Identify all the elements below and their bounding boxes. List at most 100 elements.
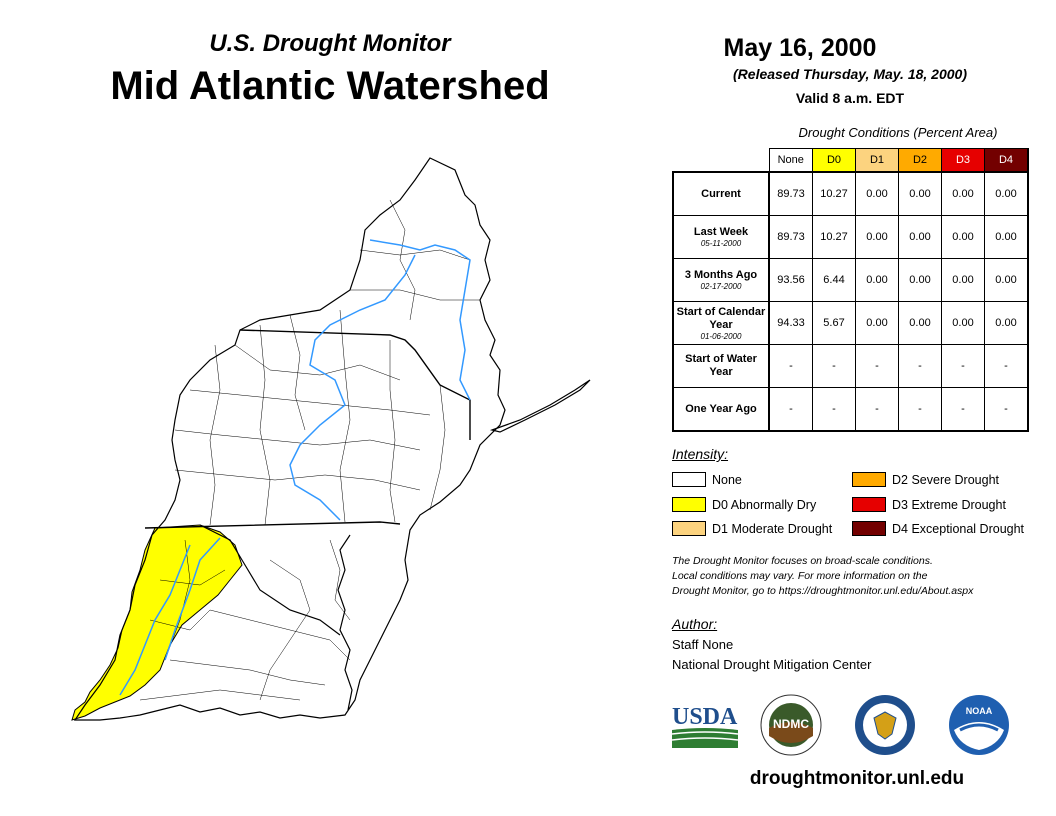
table-cell: - bbox=[941, 387, 985, 432]
row-label: Current bbox=[672, 171, 770, 216]
row-label-text: Current bbox=[701, 187, 741, 200]
legend-swatch bbox=[852, 472, 886, 487]
col-d0: D0 bbox=[812, 148, 856, 173]
legend-swatch bbox=[852, 521, 886, 536]
legend-item: D3 Extreme Drought bbox=[852, 497, 1006, 512]
author-org: National Drought Mitigation Center bbox=[672, 657, 872, 672]
commerce-seal-logo bbox=[855, 695, 915, 755]
table-cell: 0.00 bbox=[898, 171, 942, 216]
row-label-text: Last Week bbox=[693, 226, 749, 238]
note-line: Drought Monitor, go to https://droughtmo… bbox=[672, 585, 974, 597]
table-row: Start of Water Year - - - - - - bbox=[672, 344, 1029, 388]
disclaimer-note: The Drought Monitor focuses on broad-sca… bbox=[672, 554, 1042, 599]
eagle-seal-icon bbox=[873, 711, 897, 740]
author-label: Author: bbox=[672, 616, 718, 632]
map-title: Mid Atlantic Watershed bbox=[110, 64, 550, 108]
legend-swatch bbox=[672, 521, 706, 536]
table-cell: - bbox=[898, 344, 942, 388]
table-cell: 0.00 bbox=[984, 171, 1029, 216]
legend-item: D1 Moderate Drought bbox=[672, 521, 832, 536]
legend-swatch bbox=[672, 472, 706, 487]
legend-item: D4 Exceptional Drought bbox=[852, 521, 1024, 536]
table-cell: 0.00 bbox=[941, 258, 985, 302]
table-cell: 0.00 bbox=[984, 301, 1029, 345]
intensity-label: Intensity: bbox=[672, 446, 729, 462]
rivers bbox=[119, 239, 471, 696]
svg-text:USDA: USDA bbox=[672, 704, 738, 730]
table-cell: - bbox=[984, 387, 1029, 432]
table-cell: 5.67 bbox=[812, 301, 856, 345]
col-d2: D2 bbox=[898, 148, 942, 173]
table-cell: - bbox=[812, 344, 856, 388]
row-label-text: 3 Months Ago bbox=[684, 269, 758, 281]
noaa-logo: NOAA bbox=[949, 695, 1009, 755]
watershed-outline bbox=[73, 157, 506, 721]
row-label: 3 Months Ago 02-17-2000 bbox=[672, 258, 770, 302]
table-cell: - bbox=[855, 344, 899, 388]
table-corner bbox=[673, 149, 769, 173]
county-lines bbox=[139, 199, 480, 701]
note-line: The Drought Monitor focuses on broad-sca… bbox=[672, 555, 933, 567]
valid-time: Valid 8 a.m. EDT bbox=[795, 90, 905, 106]
row-date: 01-06-2000 bbox=[700, 331, 742, 341]
table-cell: - bbox=[941, 344, 985, 388]
table-cell: - bbox=[768, 344, 813, 388]
release-date: (Released Thursday, May. 18, 2000) bbox=[733, 66, 967, 82]
row-label: Start of Water Year bbox=[672, 344, 770, 388]
table-cell: 0.00 bbox=[941, 215, 985, 259]
table-cell: - bbox=[855, 387, 899, 432]
row-date: 05-11-2000 bbox=[700, 239, 742, 248]
table-cell: 0.00 bbox=[941, 171, 985, 216]
chesapeake-bay bbox=[337, 534, 353, 711]
legend-label: None bbox=[712, 472, 742, 487]
watershed-map bbox=[71, 157, 591, 721]
col-none: None bbox=[768, 148, 813, 173]
usda-logo: USDA bbox=[672, 704, 738, 748]
table-cell: 94.33 bbox=[768, 301, 813, 345]
table-row: Last Week 05-11-2000 89.73 10.27 0.00 0.00 0.0… bbox=[672, 215, 1029, 259]
legend-label: D4 Exceptional Drought bbox=[892, 521, 1025, 536]
table-cell: 10.27 bbox=[812, 171, 856, 216]
state-border-pa-md bbox=[144, 521, 401, 529]
table-cell: 0.00 bbox=[898, 215, 942, 259]
col-d1: D1 bbox=[855, 148, 899, 173]
row-label-text: Start of Calendar Year bbox=[676, 305, 766, 331]
state-border-ny-pa bbox=[239, 329, 471, 440]
table-cell: - bbox=[812, 387, 856, 432]
table-cell: 0.00 bbox=[941, 301, 985, 345]
table-cell: - bbox=[898, 387, 942, 432]
legend-swatch bbox=[672, 497, 706, 512]
legend-item: D2 Severe Drought bbox=[852, 472, 999, 487]
row-label: One Year Ago bbox=[672, 387, 770, 432]
table-cell: 89.73 bbox=[768, 215, 813, 259]
table-cell: 0.00 bbox=[855, 171, 899, 216]
legend-label: D0 Abnormally Dry bbox=[712, 497, 817, 512]
table-cell: 6.44 bbox=[812, 258, 856, 302]
table-cell: 0.00 bbox=[898, 258, 942, 302]
col-d4: D4 bbox=[984, 148, 1029, 173]
table-header-row: None D0 D1 D2 D3 D4 bbox=[673, 148, 1029, 173]
table-cell: - bbox=[768, 387, 813, 432]
row-label: Start of Calendar Year 01-06-2000 bbox=[672, 301, 770, 345]
legend-item: None bbox=[672, 472, 742, 487]
state-border-md-va bbox=[199, 524, 341, 636]
table-row: 3 Months Ago 02-17-2000 93.56 6.44 0.00 0.00 0… bbox=[672, 258, 1029, 302]
table-cell: 10.27 bbox=[812, 215, 856, 259]
table-cell: 0.00 bbox=[984, 258, 1029, 302]
table-row: Start of Calendar Year 01-06-2000 94.33 5.6… bbox=[672, 301, 1029, 345]
table-cell: 93.56 bbox=[768, 258, 813, 302]
row-label-text: Start of Water Year bbox=[685, 353, 757, 378]
row-date: 02-17-2000 bbox=[700, 282, 742, 291]
table-cell: - bbox=[984, 344, 1029, 388]
legend-label: D3 Extreme Drought bbox=[892, 497, 1006, 512]
legend-item: D0 Abnormally Dry bbox=[672, 497, 816, 512]
row-label-text: One Year Ago bbox=[685, 402, 757, 415]
table-cell: 0.00 bbox=[855, 301, 899, 345]
note-line: Local conditions may vary. For more info… bbox=[672, 570, 928, 582]
website-url[interactable]: droughtmonitor.unl.edu bbox=[749, 768, 965, 789]
ndmc-logo: NDMC bbox=[760, 694, 822, 756]
table-cell: 89.73 bbox=[768, 171, 813, 216]
svg-text:NDMC: NDMC bbox=[773, 717, 809, 731]
conditions-caption: Drought Conditions (Percent Area) bbox=[798, 125, 998, 140]
table-row: Current 89.73 10.27 0.00 0.00 0.00 0.00 bbox=[672, 171, 1029, 216]
